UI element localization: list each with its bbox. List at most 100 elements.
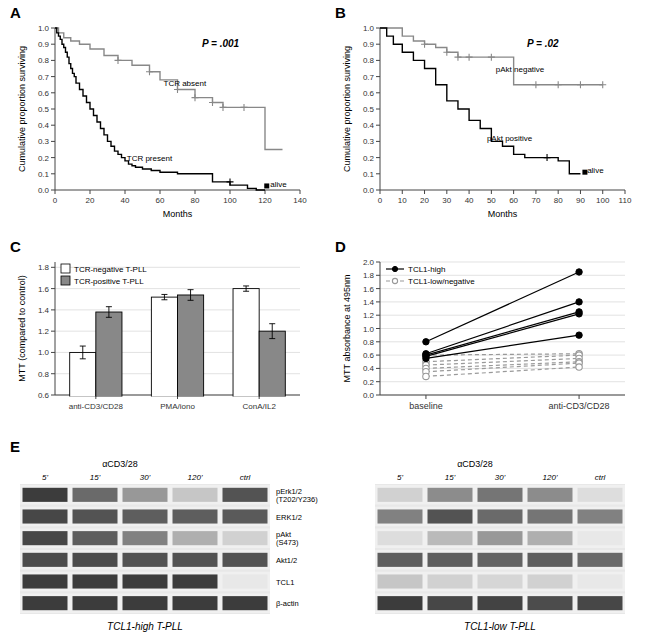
x-axis: 020406080100120140Months [53, 190, 307, 219]
tick-label: 0.2 [363, 154, 375, 163]
point [576, 299, 582, 305]
band [73, 574, 118, 588]
y-axis-label: Cumulative proportion surviving [17, 46, 27, 172]
tick-label: 1.0 [38, 348, 50, 357]
error-bar [106, 307, 112, 318]
band [428, 509, 473, 523]
band [173, 574, 218, 588]
band [578, 509, 623, 523]
grid-line [380, 262, 625, 263]
panel-letter: E [10, 438, 20, 455]
tick-mark [402, 190, 403, 194]
tick-mark [376, 368, 380, 369]
annotation: alive [270, 180, 287, 189]
tick-mark [469, 190, 470, 194]
tick-label: 1.6 [363, 285, 375, 294]
tick-label: 70 [531, 196, 540, 205]
band [378, 574, 423, 588]
tick-label: ConA/IL2 [242, 402, 276, 411]
tick-label: 110 [619, 196, 632, 205]
pair-line [426, 355, 579, 362]
row-background [20, 593, 270, 613]
band [578, 531, 623, 545]
tick-label: 0.4 [38, 121, 50, 130]
error-bar [80, 346, 86, 359]
censor-mark [544, 154, 551, 161]
tick-mark [558, 190, 559, 194]
tick-label: 0.8 [363, 338, 375, 347]
tick-mark [376, 288, 380, 289]
legend-marker [392, 266, 397, 271]
tick-label: anti-CD3/CD28 [69, 402, 124, 411]
point [576, 364, 582, 370]
band [528, 509, 573, 523]
tick-label: 0.0 [38, 186, 50, 195]
annotation: alive [587, 166, 604, 175]
figure: A0.00.10.20.30.40.50.60.70.80.91.0Cumula… [0, 0, 650, 643]
band [428, 574, 473, 588]
tick-mark [125, 190, 126, 194]
tick-label: 1.8 [363, 271, 375, 280]
band [223, 596, 268, 610]
tick-label: 50 [487, 196, 496, 205]
tick-mark [51, 125, 55, 126]
tick-label: 100 [596, 196, 610, 205]
censor-mark [421, 41, 428, 48]
tick-mark [376, 355, 380, 356]
tick-label: 1.6 [38, 285, 50, 294]
tick-mark [376, 173, 380, 174]
y-axis: 0.00.10.20.30.40.50.60.70.80.91.0Cumulat… [17, 24, 55, 195]
protein-label: Akt1/2 [276, 556, 297, 565]
band [578, 488, 623, 502]
tick-mark [51, 331, 55, 332]
band [478, 488, 523, 502]
protein-label: β-actin [276, 599, 299, 608]
tick-label: 1.0 [363, 325, 375, 334]
tick-label: 0 [53, 196, 58, 205]
tick-label: 1.2 [363, 311, 375, 320]
protein-label: pAkt(S473) [276, 530, 299, 548]
grid-line [55, 288, 300, 289]
tick-mark [446, 190, 447, 194]
tick-mark [195, 190, 196, 194]
row-background [20, 550, 270, 570]
alive-marker [264, 183, 269, 188]
tick-label: baseline [409, 401, 443, 411]
point [423, 355, 429, 361]
tick-label: 0.8 [38, 56, 50, 65]
censor-mark [443, 49, 450, 56]
tick-label: 20 [420, 196, 429, 205]
tick-label: 20 [86, 196, 95, 205]
tick-mark [376, 92, 380, 93]
timepoint-label: 120' [188, 473, 203, 482]
band [578, 553, 623, 567]
grid-line [380, 368, 625, 369]
band [123, 574, 168, 588]
censor-mark [241, 104, 248, 111]
tick-label: 0.1 [38, 170, 50, 179]
annotation: TCR absent [164, 79, 207, 88]
tick-mark [230, 190, 231, 194]
tick-mark [51, 267, 55, 268]
survival-curve [55, 28, 265, 190]
band [428, 553, 473, 567]
pair-line [426, 358, 579, 365]
tick-mark [625, 190, 626, 194]
tick-label: 0.6 [363, 89, 375, 98]
protein-label-line: Akt1/2 [276, 556, 297, 565]
pair-line [426, 367, 579, 376]
tick-mark [376, 275, 380, 276]
x-axis-label: Months [163, 209, 193, 219]
tick-mark [51, 76, 55, 77]
tick-mark [51, 44, 55, 45]
tick-label: 100 [223, 196, 237, 205]
censor-mark [227, 178, 234, 185]
legend-marker [392, 278, 397, 283]
legend-swatch [61, 276, 70, 285]
censor-mark [146, 68, 153, 75]
tick-label: 0.9 [363, 40, 375, 49]
timepoint-label: 15' [90, 473, 101, 482]
tick-label: 10 [398, 196, 407, 205]
error-bar [161, 294, 167, 299]
tick-label: 0.6 [38, 391, 50, 400]
